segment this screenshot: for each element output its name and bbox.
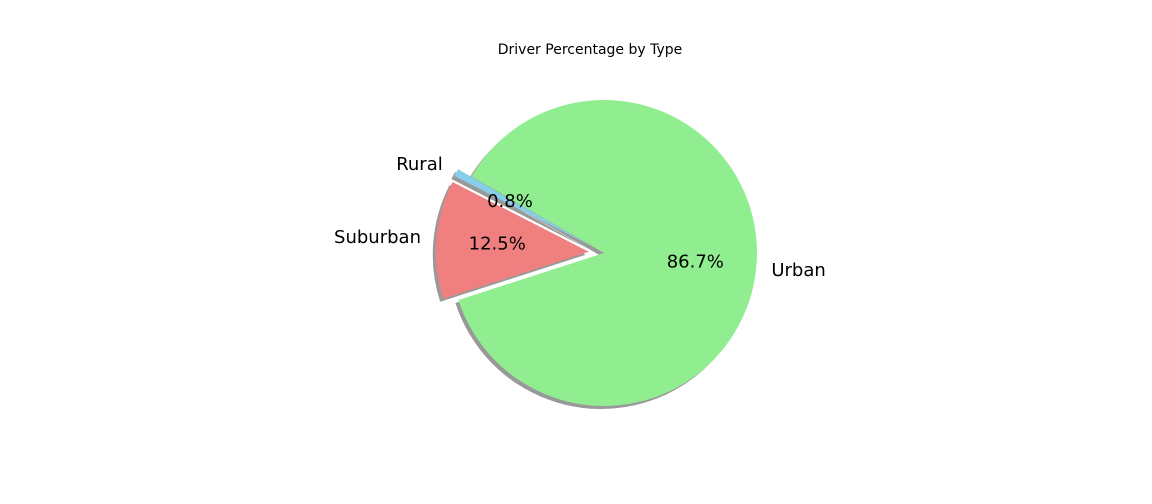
pie-slice-urban <box>458 99 757 406</box>
pie-slice-suburban <box>435 182 589 299</box>
slice-pct-label-rural: 0.8% <box>487 191 533 212</box>
slice-labels: Rural 0.8% Suburban 12.5% Urban 86.7% <box>334 154 826 281</box>
slice-pct-label-suburban: 12.5% <box>469 233 526 254</box>
slices <box>435 99 757 406</box>
slice-pct-label-urban: 86.7% <box>667 252 724 273</box>
slice-label-urban: Urban <box>771 260 825 281</box>
slice-label-rural: Rural <box>396 154 443 175</box>
chart-title: Driver Percentage by Type <box>498 42 683 58</box>
pie-slice-rural <box>454 169 591 246</box>
slice-label-suburban: Suburban <box>334 227 421 248</box>
